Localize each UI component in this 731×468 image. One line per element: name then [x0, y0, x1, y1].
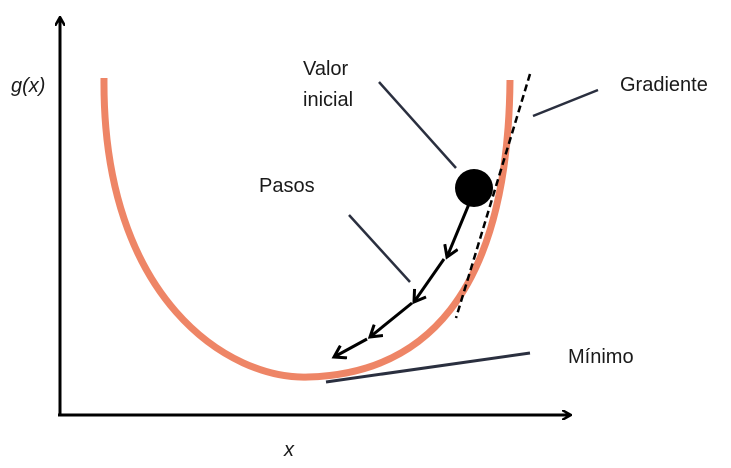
minimum-label: Mínimo: [568, 346, 634, 368]
steps-pointer: [348, 214, 411, 283]
initial-value-pointer: [378, 81, 457, 169]
step-arrow-3: [370, 301, 413, 337]
x-axis-label: x: [284, 439, 294, 461]
initial-value-ball: [455, 169, 493, 207]
gradient-label: Gradiente: [620, 74, 708, 96]
steps-label: Pasos: [259, 175, 315, 197]
initial-value-label-line2: inicial: [303, 89, 354, 111]
minimum-pointer: [325, 351, 531, 384]
step-arrow-4: [334, 337, 368, 357]
initial-value-label: Valor inicial: [303, 54, 353, 116]
gradient-pointer: [532, 88, 599, 118]
gradient-tangent-line: [454, 73, 532, 319]
step-arrow-1: [447, 203, 471, 257]
initial-value-label-line1: Valor: [303, 58, 349, 80]
loss-curve: [100, 77, 514, 381]
step-arrow-2: [414, 258, 446, 302]
y-axis-label: g(x): [11, 75, 46, 97]
